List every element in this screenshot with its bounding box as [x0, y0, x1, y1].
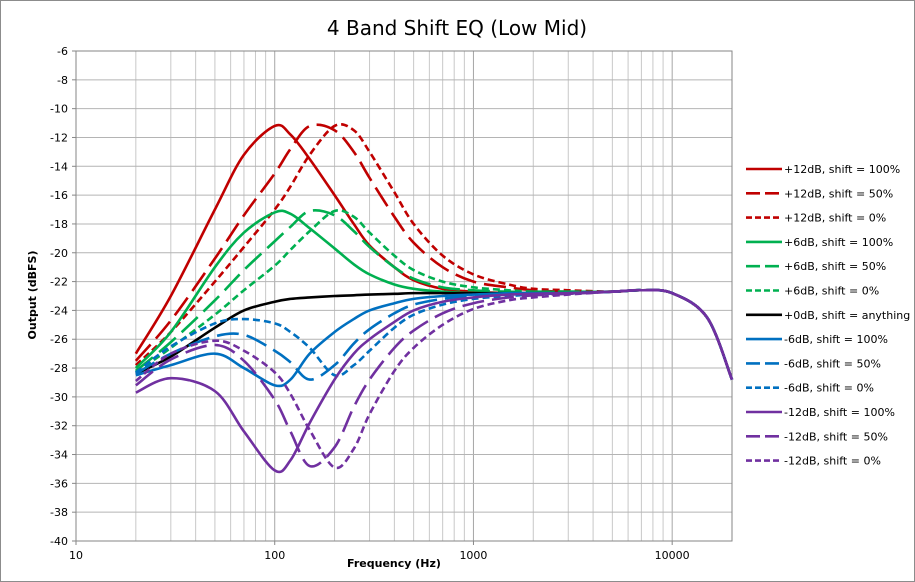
x-tick-label: 1000 — [459, 549, 487, 562]
y-tick-label: -10 — [50, 103, 68, 116]
y-tick-label: -36 — [50, 477, 68, 490]
y-tick-label: -8 — [57, 74, 68, 87]
y-axis-label: Output (dBFS) — [26, 251, 39, 340]
y-tick-label: -16 — [50, 189, 68, 202]
legend-label: +6dB, shift = 0% — [784, 285, 879, 298]
plot-area-border — [75, 50, 733, 542]
series-line-5 — [134, 209, 734, 381]
series-group — [134, 122, 734, 474]
legend-label: +12dB, shift = 50% — [784, 187, 893, 200]
legend-label: +6dB, shift = 100% — [784, 236, 893, 249]
series-line-11 — [135, 288, 734, 474]
x-tick-label: 100 — [264, 549, 285, 562]
y-tick-label: -32 — [50, 420, 68, 433]
y-tick-label: -18 — [50, 218, 68, 231]
series-line-12 — [135, 288, 734, 468]
y-tick-label: -12 — [50, 131, 68, 144]
x-axis-ticks: 10 100 1000 10000 — [69, 541, 690, 562]
y-tick-label: -22 — [50, 276, 68, 289]
y-tick-label: -24 — [50, 304, 68, 317]
y-tick-label: -28 — [50, 362, 68, 375]
y-tick-label: -26 — [50, 333, 68, 346]
legend: +12dB, shift = 100% +12dB, shift = 50% +12… — [746, 163, 910, 468]
series-line-2 — [134, 123, 734, 381]
series-line-13 — [135, 288, 734, 470]
legend-label: -12dB, shift = 100% — [784, 406, 895, 419]
y-tick-label: -40 — [50, 535, 68, 548]
legend-label: +6dB, shift = 50% — [784, 260, 886, 273]
y-tick-label: -14 — [50, 160, 68, 173]
y-tick-label: -20 — [50, 247, 68, 260]
legend-label: -12dB, shift = 0% — [784, 455, 881, 468]
series-line-6 — [135, 209, 734, 381]
legend-label: -6dB, shift = 0% — [784, 382, 874, 395]
y-tick-label: -30 — [50, 391, 68, 404]
x-tick-label: 10000 — [655, 549, 690, 562]
legend-label: -12dB, shift = 50% — [784, 430, 888, 443]
x-tick-label: 10 — [69, 549, 83, 562]
legend-label: +0dB, shift = anything — [784, 309, 910, 322]
chart-title: 4 Band Shift EQ (Low Mid) — [327, 16, 587, 40]
y-axis-ticks: -40 -38 -36 -34 -32 -30 -28 -26 -24 -22 -20 -18 -16 -… — [50, 45, 76, 548]
x-axis-label: Frequency (Hz) — [347, 557, 441, 570]
grid — [75, 50, 733, 542]
legend-label: +12dB, shift = 0% — [784, 212, 886, 225]
legend-label: -6dB, shift = 50% — [784, 357, 881, 370]
legend-label: -6dB, shift = 100% — [784, 333, 888, 346]
legend-label: +12dB, shift = 100% — [784, 163, 900, 176]
y-tick-label: -6 — [57, 45, 68, 58]
y-tick-label: -38 — [50, 506, 68, 519]
y-tick-label: -34 — [50, 449, 68, 462]
series-line-4 — [134, 209, 734, 381]
